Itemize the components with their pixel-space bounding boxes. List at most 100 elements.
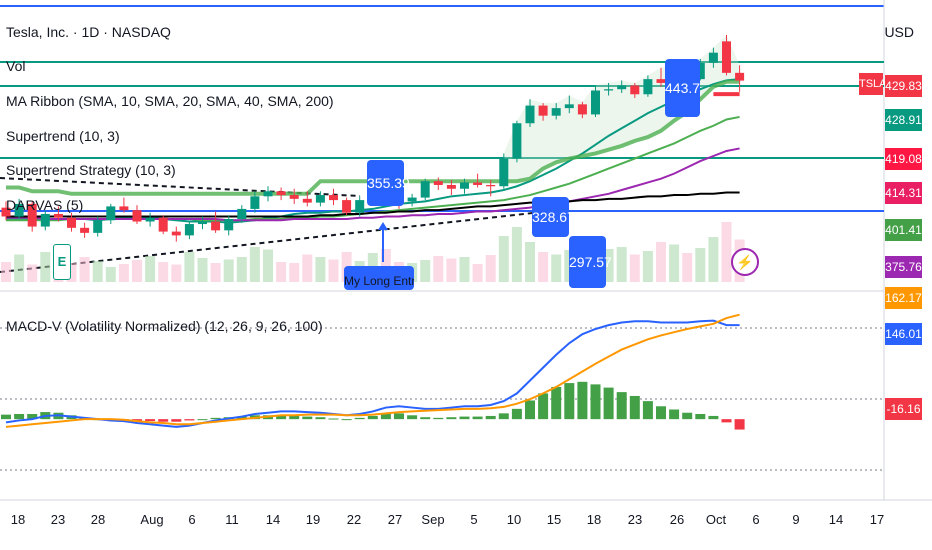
- macd-histogram-bar: [695, 414, 706, 420]
- candle: [145, 212, 155, 227]
- indicator-label-darvas[interactable]: DARVAS (5): [6, 197, 84, 213]
- candle: [342, 197, 352, 216]
- candle-body: [250, 196, 260, 209]
- indicator-label-vol[interactable]: Vol: [6, 58, 26, 74]
- indicator-label-ma-ribbon[interactable]: MA Ribbon (SMA, 10, SMA, 20, SMA, 40, SM…: [6, 93, 334, 109]
- x-tick-label: 14: [265, 512, 281, 527]
- callout-long-entry[interactable]: My Long Entry Id: [344, 266, 414, 290]
- volume-bar: [603, 249, 614, 282]
- candle-body: [538, 105, 548, 116]
- volume-bar: [105, 267, 116, 282]
- x-tick-label: 27: [387, 512, 403, 527]
- volume-bar: [472, 264, 483, 282]
- candle: [643, 75, 653, 97]
- volume-bar: [223, 259, 234, 282]
- macd-histogram-bar: [656, 406, 666, 420]
- candle: [315, 191, 325, 207]
- callout-355[interactable]: 355.39: [367, 160, 410, 206]
- price-tag-sma20: 401.41: [885, 219, 922, 241]
- x-tick-label: 22: [346, 512, 362, 527]
- dividend-flash-icon[interactable]: ⚡: [731, 248, 759, 276]
- candle-body: [420, 181, 430, 198]
- x-tick-label: 10: [506, 512, 522, 527]
- candle-body: [158, 217, 168, 232]
- macd-histogram-bar: [446, 417, 457, 420]
- macd-histogram-bar: [511, 408, 522, 420]
- price-tag-strategy: 419.08: [885, 148, 922, 170]
- long-entry-arrow-icon[interactable]: [378, 222, 388, 262]
- macd-histogram-bar: [525, 400, 535, 420]
- macd-histogram-bar: [210, 417, 221, 420]
- candle-body: [551, 108, 561, 116]
- volume-bar: [538, 252, 549, 282]
- candle-body: [643, 79, 653, 95]
- candle-body: [184, 224, 194, 236]
- earnings-e-icon[interactable]: E: [53, 244, 71, 280]
- price-tag-signal: 162.17: [885, 287, 922, 309]
- macd-histogram-bar: [302, 416, 313, 420]
- x-tick-label: 18: [10, 512, 26, 527]
- candle-body: [224, 219, 234, 231]
- candle-body: [355, 200, 365, 213]
- candle-body: [1, 207, 11, 217]
- candle: [80, 222, 90, 238]
- candle: [538, 103, 548, 121]
- macd-histogram-bar: [394, 413, 404, 420]
- candle: [407, 193, 417, 207]
- candle: [630, 82, 640, 99]
- macd-histogram-bar: [289, 415, 300, 420]
- candle: [224, 215, 234, 236]
- candle: [564, 95, 574, 114]
- candle: [14, 198, 24, 219]
- candle: [106, 203, 116, 225]
- volume-bar: [236, 257, 247, 282]
- volume-bar: [682, 253, 693, 282]
- volume-bar: [40, 252, 51, 282]
- indicator-label-supertrend-strategy[interactable]: Supertrend Strategy (10, 3): [6, 162, 176, 178]
- macd-histogram-bar: [354, 417, 365, 420]
- callout-328[interactable]: 328.67: [532, 197, 575, 237]
- candle: [656, 67, 666, 87]
- macd-histogram-bar: [551, 386, 562, 420]
- candle-body: [67, 217, 76, 228]
- volume-bar: [511, 227, 522, 282]
- candle-body: [315, 195, 325, 203]
- line-sma-10: [6, 78, 740, 224]
- candle-body: [708, 52, 718, 63]
- volume-bar: [446, 258, 457, 282]
- candle-body: [564, 104, 574, 109]
- candle: [460, 178, 469, 194]
- indicator-label-supertrend[interactable]: Supertrend (10, 3): [6, 128, 120, 144]
- line-sma-40: [6, 147, 740, 222]
- candle: [446, 179, 456, 196]
- symbol-title[interactable]: Tesla, Inc. · 1D · NASDAQ: [6, 24, 171, 40]
- x-tick-label: 5: [470, 512, 478, 527]
- macd-histogram-bar: [564, 383, 575, 420]
- volume-bar: [721, 222, 732, 282]
- candle: [604, 82, 614, 96]
- volume-bar: [263, 249, 273, 282]
- x-tick-label: 6: [188, 512, 196, 527]
- candle: [591, 85, 600, 117]
- candle-body: [486, 184, 496, 187]
- volume-bar: [302, 254, 313, 282]
- currency-label[interactable]: USD: [884, 24, 914, 40]
- candle: [695, 58, 705, 81]
- callout-297[interactable]: 297.57: [569, 236, 612, 288]
- macd-label[interactable]: MACD-V (Volatility Normalized) (12, 26, …: [6, 318, 323, 334]
- callout-443[interactable]: 443.77: [665, 59, 700, 117]
- candle-body: [198, 221, 207, 225]
- candle: [551, 103, 561, 120]
- x-tick-label: Oct: [705, 512, 727, 527]
- candle-body: [302, 198, 312, 203]
- candle-body: [53, 213, 63, 218]
- candle-body: [342, 200, 352, 213]
- candle-body: [329, 195, 338, 201]
- volume-bar: [459, 257, 470, 282]
- macd-histogram-bar: [158, 419, 169, 422]
- macd-histogram-bar: [420, 417, 431, 420]
- macd-histogram-bar: [629, 395, 640, 420]
- volume-bar: [642, 251, 653, 282]
